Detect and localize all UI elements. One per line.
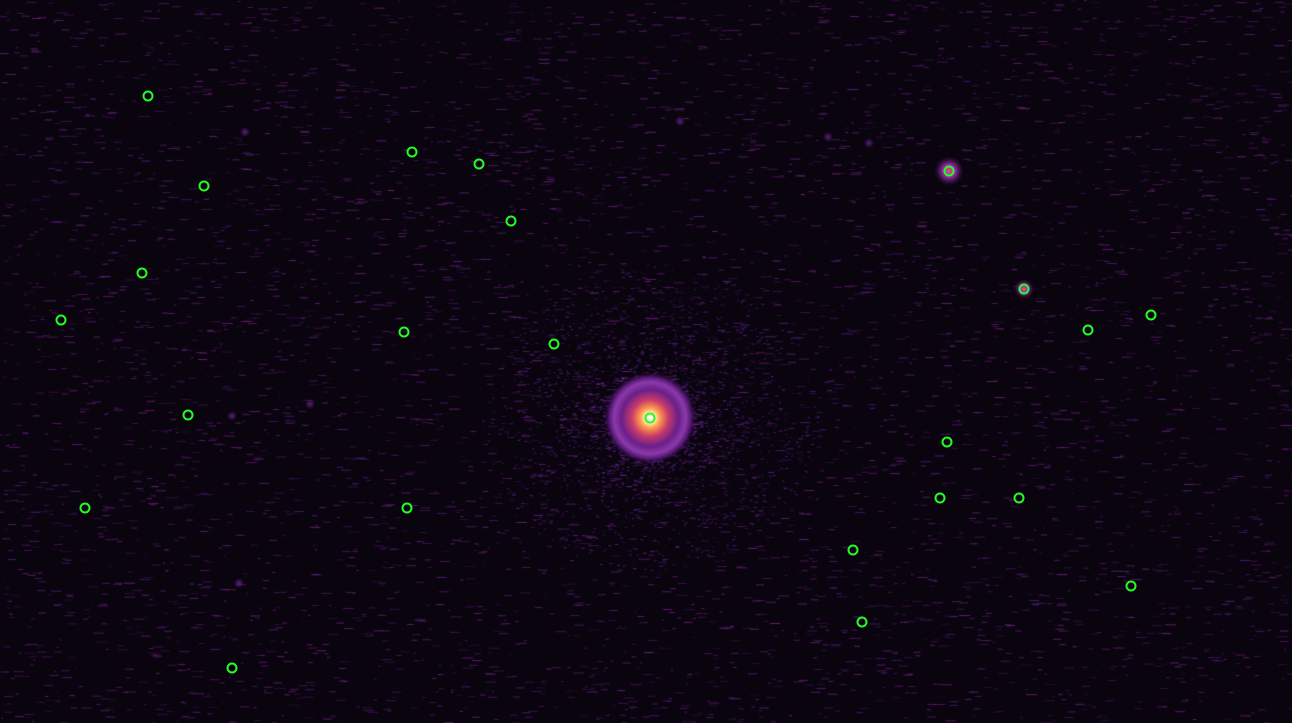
source-marker (136, 267, 148, 279)
source-marker (79, 502, 91, 514)
source-marker (1018, 283, 1030, 295)
source-marker (941, 436, 953, 448)
source-marker (398, 326, 410, 338)
source-marker (401, 502, 413, 514)
source-marker (1013, 492, 1025, 504)
source-marker (55, 314, 67, 326)
source-marker (548, 338, 560, 350)
source-marker (856, 616, 868, 628)
source-marker (1145, 309, 1157, 321)
source-markers (55, 90, 1157, 674)
source-marker (182, 409, 194, 421)
source-marker (198, 180, 210, 192)
source-marker (226, 662, 238, 674)
star-glow-layer (604, 156, 1034, 464)
source-marker (505, 215, 517, 227)
source-marker (934, 492, 946, 504)
faint-star (934, 156, 964, 186)
source-marker (142, 90, 154, 102)
faint-star (1014, 279, 1034, 299)
source-marker (943, 165, 955, 177)
source-marker (847, 544, 859, 556)
bright-star (604, 372, 696, 464)
source-marker (1082, 324, 1094, 336)
source-marker (644, 412, 656, 424)
source-marker (1125, 580, 1137, 592)
source-marker (473, 158, 485, 170)
source-marker (406, 146, 418, 158)
